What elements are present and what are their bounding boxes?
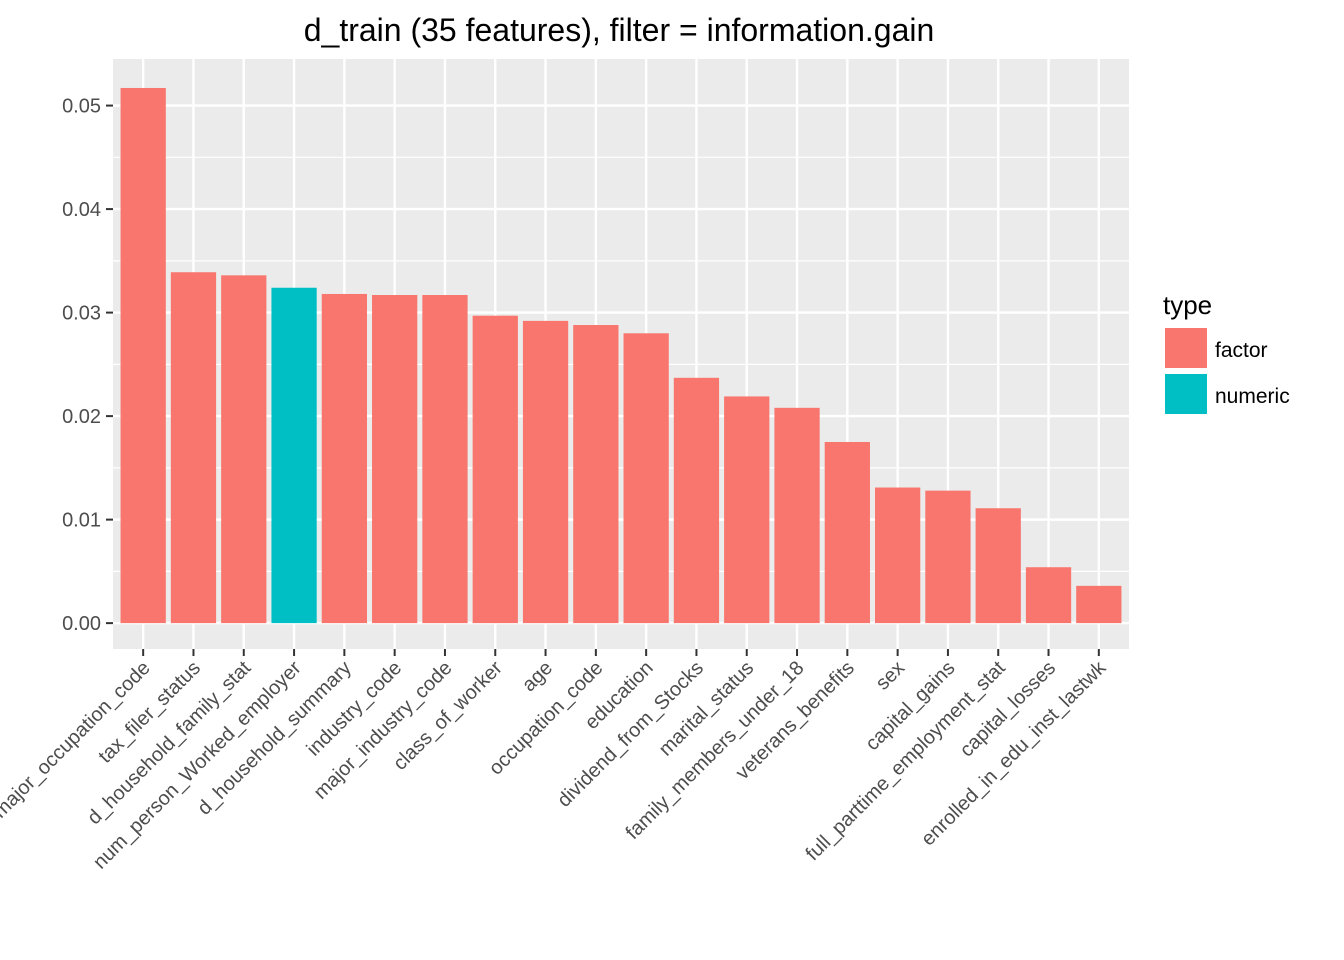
x-tick-label: sex (872, 657, 910, 695)
bar-major-occupation-code (120, 87, 166, 624)
x-axis: major_occupation_codetax_filer_statusd_h… (0, 649, 1111, 874)
bar-tax-filer-status (170, 272, 217, 624)
bar-age (522, 320, 569, 624)
bar-industry-code (372, 295, 418, 624)
legend-label-factor: factor (1215, 339, 1268, 362)
bar-enrolled-in-edu-inst-lastwk (1076, 585, 1122, 624)
x-tick-label: age (518, 657, 557, 696)
y-tick-label: 0.01 (62, 510, 101, 532)
bar-num-person-worked-employer (271, 287, 317, 624)
bar-capital-gains (925, 490, 971, 624)
y-tick-label: 0.05 (62, 96, 101, 118)
y-tick-label: 0.00 (62, 613, 101, 635)
legend-key-numeric (1165, 374, 1207, 414)
y-tick-label: 0.03 (62, 303, 101, 325)
bar-capital-losses (1025, 567, 1072, 624)
bar-occupation-code (573, 325, 619, 624)
bar-class-of-worker (472, 315, 518, 624)
chart-title: d_train (35 features), filter = informat… (304, 12, 935, 48)
bar-major-industry-code (422, 295, 468, 624)
bar-d-household-summary (321, 293, 367, 624)
legend-label-numeric: numeric (1215, 385, 1290, 408)
bar-family-members-under-18 (774, 407, 820, 624)
y-axis: 0.00 0.01 0.02 0.03 0.04 0.05 (62, 96, 113, 635)
bar-d-household-family-stat (221, 275, 267, 624)
bar-marital-status (724, 396, 770, 624)
bar-education (623, 333, 669, 624)
bar-sex (875, 487, 921, 624)
y-tick-label: 0.02 (62, 406, 101, 428)
legend-key-factor (1165, 328, 1207, 368)
bar-full-parttime-employment-stat (975, 508, 1021, 624)
bar-veterans-benefits (824, 441, 870, 624)
bar-dividend-from-stocks (673, 377, 720, 624)
bars (120, 87, 1122, 624)
y-tick-label: 0.04 (62, 199, 101, 221)
legend: type factor numeric (1163, 290, 1290, 414)
legend-title: type (1163, 290, 1212, 320)
